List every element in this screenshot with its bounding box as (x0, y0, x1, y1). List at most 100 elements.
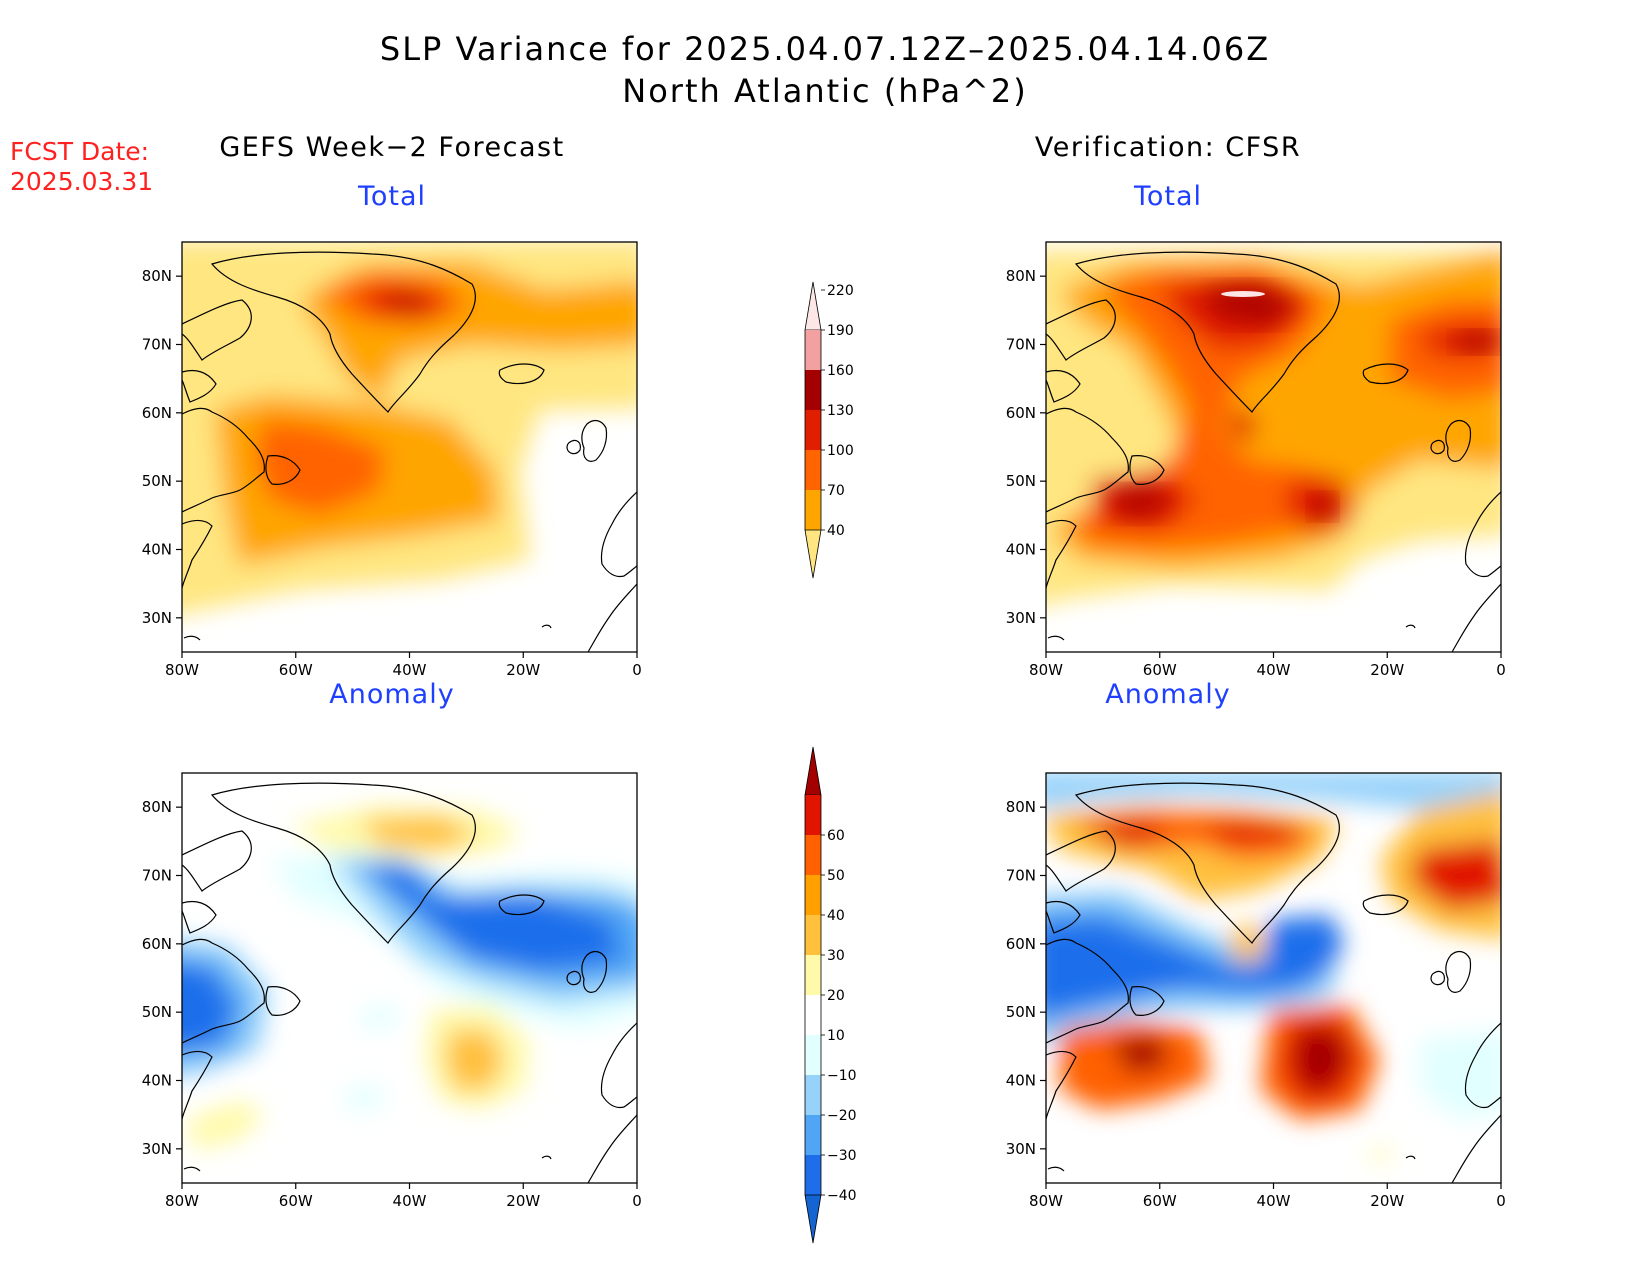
lat-tick-label: 80N (1006, 798, 1036, 816)
lon-tick-label: 20W (1370, 1192, 1404, 1210)
right-column-title: Verification: CFSR (1034, 132, 1302, 163)
lon-tick-label: 80W (165, 1192, 199, 1210)
colorbar-top-arrow (804, 746, 822, 796)
colorbar-label: 160 (827, 363, 854, 379)
lon-tick-label: 60W (1143, 661, 1177, 679)
lon-tick-label: 40W (393, 661, 427, 679)
colorbar-bottom-arrow (804, 529, 822, 579)
lon-tick-label: 40W (1257, 661, 1291, 679)
lon-tick-label: 60W (1143, 1192, 1177, 1210)
left-column-title: GEFS Week−2 Forecast (219, 132, 565, 163)
colorbar-segment (805, 370, 821, 410)
lon-tick-label: 60W (279, 661, 313, 679)
lat-tick-label: 40N (142, 1072, 172, 1090)
forecast-date-label: FCST Date: (10, 137, 150, 166)
colorbars: 40 70 100 130 160 190 220 −40 −30 −20 −10 10 20 30 40 5… (804, 281, 857, 1244)
main-subtitle: North Atlantic (hPa^2) (622, 72, 1028, 110)
colorbar-segment (805, 795, 821, 835)
colorbar-label: 40 (827, 523, 845, 539)
colorbar-label: 30 (827, 948, 845, 964)
colorbar-top-arrow (804, 281, 822, 331)
lon-tick-label: 80W (1029, 661, 1063, 679)
colorbar-label: 220 (827, 283, 854, 299)
lat-tick-label: 50N (142, 1003, 172, 1021)
lat-tick-label: 70N (142, 867, 172, 885)
lon-tick-label: 40W (1257, 1192, 1291, 1210)
lat-tick-label: 80N (142, 267, 172, 285)
colorbar-label: 190 (827, 323, 854, 339)
main-title: SLP Variance for 2025.04.07.12Z–2025.04.… (379, 30, 1271, 68)
colorbar-segment (805, 330, 821, 370)
colorbar-segment (805, 1075, 821, 1115)
colorbar-segment (805, 450, 821, 490)
panel-title-verification-total: Total (1133, 181, 1203, 212)
colorbar-segment (805, 835, 821, 875)
colorbar-label: 40 (827, 908, 845, 924)
forecast-date-value: 2025.03.31 (10, 167, 154, 196)
lat-tick-label: 50N (142, 472, 172, 490)
axis-ticks: 80W 60W 40W 20W 0 30N 40N 50N 60N 70N 80N 80W 60W 40W… (142, 267, 1506, 1210)
panel-title-forecast-anomaly: Anomaly (329, 679, 455, 710)
colorbar-label: −30 (827, 1148, 857, 1164)
colorbar-segment (805, 1115, 821, 1155)
panel-verification-total (1045, 241, 1502, 653)
colorbar-label: −40 (827, 1188, 857, 1204)
lat-tick-label: 70N (1006, 336, 1036, 354)
lon-tick-label: 80W (165, 661, 199, 679)
colorbar-segment (805, 410, 821, 450)
colorbar-label: 130 (827, 403, 854, 419)
panel-title-verification-anomaly: Anomaly (1105, 679, 1231, 710)
lat-tick-label: 30N (142, 609, 172, 627)
colorbar-segment (805, 995, 821, 1035)
lat-tick-label: 70N (1006, 867, 1036, 885)
lat-tick-label: 40N (142, 541, 172, 559)
colorbar-segment (805, 955, 821, 995)
colorbar-segment (805, 1155, 821, 1195)
lat-tick-label: 50N (1006, 1003, 1036, 1021)
colorbar-label: 10 (827, 1028, 845, 1044)
colorbar-label: 100 (827, 443, 854, 459)
colorbar-label: 70 (827, 483, 845, 499)
lat-tick-label: 60N (1006, 935, 1036, 953)
colorbar-label: 50 (827, 868, 845, 884)
lon-tick-label: 60W (279, 1192, 313, 1210)
lat-tick-label: 50N (1006, 472, 1036, 490)
lon-tick-label: 0 (632, 1192, 642, 1210)
colorbar-segment (805, 875, 821, 915)
lat-tick-label: 60N (142, 404, 172, 422)
panel-forecast-anomaly (181, 772, 638, 1184)
lat-tick-label: 40N (1006, 541, 1036, 559)
lon-tick-label: 20W (506, 1192, 540, 1210)
lat-tick-label: 40N (1006, 1072, 1036, 1090)
lat-tick-label: 70N (142, 336, 172, 354)
lon-tick-label: 80W (1029, 1192, 1063, 1210)
colorbar-label: 20 (827, 988, 845, 1004)
lon-tick-label: 20W (1370, 661, 1404, 679)
colorbar-anomaly: −40 −30 −20 −10 10 20 30 40 50 60 (804, 746, 857, 1244)
lon-tick-label: 0 (632, 661, 642, 679)
lon-tick-label: 40W (393, 1192, 427, 1210)
colorbar-total: 40 70 100 130 160 190 220 (804, 281, 854, 579)
colorbar-bottom-arrow (804, 1194, 822, 1244)
lat-tick-label: 30N (1006, 1140, 1036, 1158)
panel-forecast-total (181, 241, 638, 653)
lat-tick-label: 80N (1006, 267, 1036, 285)
colorbar-label: 60 (827, 828, 845, 844)
colorbar-segment (805, 1035, 821, 1075)
lat-tick-label: 60N (1006, 404, 1036, 422)
colorbar-label: −20 (827, 1108, 857, 1124)
lat-tick-label: 30N (142, 1140, 172, 1158)
lon-tick-label: 20W (506, 661, 540, 679)
lat-tick-label: 80N (142, 798, 172, 816)
lon-tick-label: 0 (1496, 661, 1506, 679)
colorbar-segment (805, 490, 821, 530)
lat-tick-label: 30N (1006, 609, 1036, 627)
colorbar-label: −10 (827, 1068, 857, 1084)
panel-title-forecast-total: Total (357, 181, 427, 212)
colorbar-segment (805, 915, 821, 955)
forecast-date-block: FCST Date: 2025.03.31 (10, 137, 153, 197)
lat-tick-label: 60N (142, 935, 172, 953)
panel-verification-anomaly (1045, 772, 1502, 1184)
